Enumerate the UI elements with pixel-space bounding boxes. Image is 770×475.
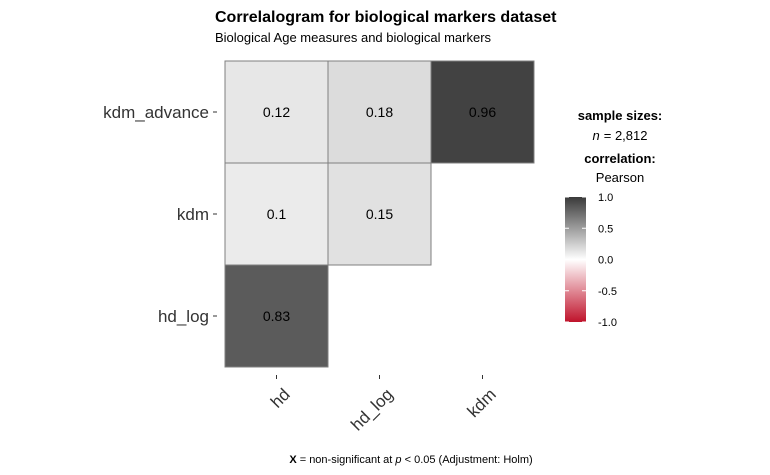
legend-sample-size-value: n = 2,812 bbox=[593, 128, 648, 143]
x-axis-tick-label: hd bbox=[267, 385, 294, 412]
heatmap-cell-label: 0.12 bbox=[263, 104, 290, 120]
legend-sample-sizes-title: sample sizes: bbox=[578, 108, 663, 123]
legend-tick-label: -1.0 bbox=[598, 317, 617, 329]
legend-correlation-method: Pearson bbox=[596, 170, 644, 185]
y-axis-tick-label: kdm bbox=[177, 205, 209, 224]
caption-text-after: < 0.05 (Adjustment: Holm) bbox=[402, 454, 533, 466]
legend-tick-label: -0.5 bbox=[598, 286, 617, 298]
heatmap-cell-kdm_advance-hd_log bbox=[327, 60, 432, 164]
legend-colorbar bbox=[565, 197, 586, 322]
legend-n-symbol: n bbox=[593, 128, 600, 143]
heatmap-cell-kdm-hd bbox=[224, 162, 329, 266]
legend-n-value: = 2,812 bbox=[604, 128, 648, 143]
y-axis-tick-label: kdm_advance bbox=[103, 103, 209, 122]
chart-title: Correlalogram for biological markers dat… bbox=[215, 9, 557, 26]
x-axis: hd hd_log kdm bbox=[267, 375, 500, 434]
legend-tick-label: 0.5 bbox=[598, 223, 613, 235]
heatmap-cell-label: 0.15 bbox=[366, 206, 393, 222]
legend-ticks: 1.0 0.5 0.0 -0.5 -1.0 bbox=[565, 192, 617, 329]
heatmap-cell-hd_log-hd bbox=[224, 264, 329, 368]
heatmap-cell-label: 0.83 bbox=[263, 308, 290, 324]
chart-subtitle: Biological Age measures and biological m… bbox=[215, 30, 492, 45]
heatmap-cell-label: 0.96 bbox=[469, 104, 496, 120]
legend-tick-label: 1.0 bbox=[598, 192, 613, 204]
heatmap-cell-kdm-hd_log bbox=[327, 162, 432, 266]
heatmap-cell-label: 0.1 bbox=[267, 206, 287, 222]
heatmap-cell-kdm_advance-hd bbox=[224, 60, 329, 164]
heatmap-cell-label: 0.18 bbox=[366, 104, 393, 120]
caption-p-symbol: p bbox=[394, 454, 401, 466]
y-axis-tick-label: hd_log bbox=[158, 307, 209, 326]
heatmap-cells: 0.12 0.18 0.96 0.1 0.15 0.83 bbox=[224, 60, 535, 368]
x-axis-tick-label: hd_log bbox=[347, 385, 397, 435]
chart-caption: X = non-significant at p < 0.05 (Adjustm… bbox=[289, 454, 532, 466]
caption-symbol: X bbox=[289, 454, 297, 466]
x-axis-tick-label: kdm bbox=[464, 385, 500, 421]
legend: sample sizes: n = 2,812 correlation: Pear… bbox=[565, 108, 662, 329]
legend-correlation-title: correlation: bbox=[584, 151, 656, 166]
heatmap-cell-kdm_advance-kdm bbox=[430, 60, 535, 164]
caption-text-before: = non-significant at bbox=[297, 454, 396, 466]
legend-tick-label: 0.0 bbox=[598, 255, 613, 267]
